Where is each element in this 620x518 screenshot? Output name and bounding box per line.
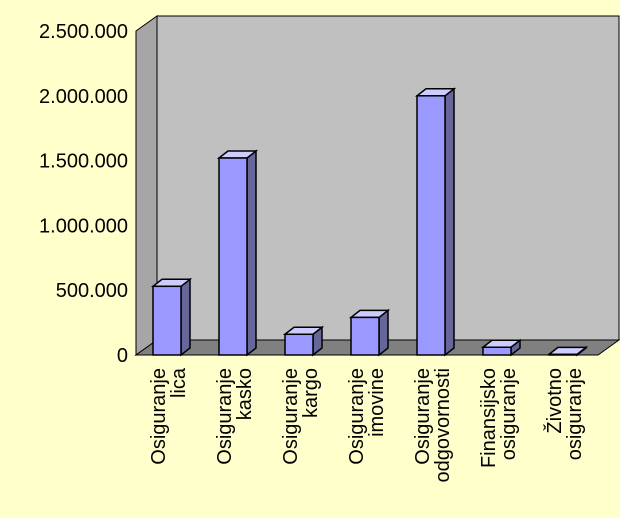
- bar-side: [180, 277, 191, 357]
- x-tick-label-line: Životno: [543, 368, 566, 434]
- x-tick-label: Osiguranjeodgovornosti: [412, 368, 454, 483]
- bar: [414, 87, 457, 357]
- x-tick-label: Osiguranjelica: [148, 367, 190, 465]
- bars: [150, 87, 589, 357]
- x-tick-label-line: lica: [168, 367, 190, 398]
- y-tick-label: 1.000.000: [39, 215, 128, 237]
- svg-text:Finansijskoosiguranje: Finansijskoosiguranje: [478, 368, 520, 468]
- y-tick-label: 0: [117, 345, 128, 367]
- x-tick-label: Osiguranjekasko: [214, 368, 256, 465]
- svg-text:Osiguranjelica: Osiguranjelica: [148, 367, 190, 465]
- y-tick-label: 2.000.000: [39, 86, 128, 108]
- y-tick-label: 2.500.000: [39, 21, 128, 43]
- x-tick-label-line: Osiguranje: [280, 368, 302, 465]
- svg-text:Osiguranjekasko: Osiguranjekasko: [214, 368, 256, 465]
- x-tick-label-line: imovine: [366, 368, 388, 437]
- bar-front: [548, 353, 578, 356]
- bar-side: [444, 87, 455, 357]
- x-tick-label-line: kargo: [300, 368, 322, 418]
- y-tick-label: 1.500.000: [39, 151, 128, 173]
- bar: [216, 149, 259, 357]
- y-tick-label: 500.000: [56, 280, 128, 302]
- bar-front: [284, 333, 314, 356]
- x-tick-label-line: Osiguranje: [148, 368, 170, 465]
- bar-front: [482, 346, 512, 356]
- svg-text:Osiguranjekargo: Osiguranjekargo: [280, 368, 322, 465]
- x-tick-label: Osiguranjekargo: [280, 368, 322, 465]
- x-tick-label-line: Osiguranje: [214, 368, 236, 465]
- bar: [282, 325, 325, 357]
- bar: [150, 277, 193, 357]
- svg-text:Životnoosiguranje: Životnoosiguranje: [543, 368, 586, 460]
- bar-front: [416, 95, 446, 356]
- bar-front: [218, 157, 248, 356]
- x-tick-label: Osiguranjeimovine: [346, 368, 388, 465]
- bar: [348, 308, 391, 357]
- x-tick-label-line: Osiguranje: [346, 368, 368, 465]
- bar: [480, 338, 523, 357]
- x-tick-label: Životnoosiguranje: [543, 368, 586, 460]
- x-tick-label-line: odgovornosti: [432, 368, 454, 483]
- svg-text:Osiguranjeodgovornosti: Osiguranjeodgovornosti: [412, 368, 454, 483]
- bar: [546, 345, 589, 357]
- bar-front: [152, 285, 182, 356]
- x-tick-label-line: osiguranje: [498, 368, 520, 460]
- y-axis: 0 500.000 1.000.000 1.500.000 2.000.000 2.500…: [39, 21, 128, 367]
- x-tick-label-line: kasko: [234, 368, 256, 420]
- svg-text:Osiguranjeimovine: Osiguranjeimovine: [346, 368, 388, 465]
- x-tick-label: Finansijskoosiguranje: [478, 368, 520, 468]
- bar-front: [350, 316, 380, 356]
- x-tick-label-line: Finansijsko: [478, 368, 500, 468]
- bar-side: [246, 149, 257, 357]
- x-tick-label-line: osiguranje: [564, 368, 586, 460]
- x-tick-label-line: Osiguranje: [412, 368, 434, 465]
- x-axis: Osiguranjelica Osiguranjekasko Osiguranjek…: [148, 367, 586, 482]
